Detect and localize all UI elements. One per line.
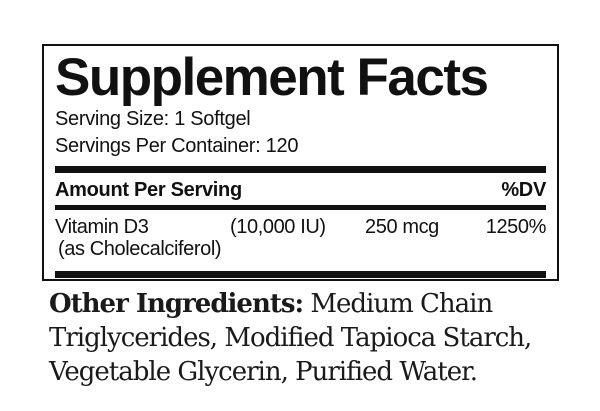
other-ingredients-line-1: Other Ingredients: Medium Chain bbox=[49, 287, 589, 321]
other-ingredients-line-3: Vegetable Glycerin, Purified Water. bbox=[49, 357, 478, 387]
nutrient-daily-value: 1250% bbox=[485, 216, 547, 238]
divider-thick-top bbox=[55, 166, 546, 173]
other-ingredients-line-2: Triglycerides, Modified Tapioca Starch, bbox=[49, 323, 532, 353]
divider-thick-bottom bbox=[55, 271, 546, 278]
dv-header: %DV bbox=[501, 179, 546, 201]
nutrient-amount: 250 mcg bbox=[365, 216, 439, 238]
serving-size: Serving Size: 1 Softgel bbox=[55, 108, 251, 130]
other-ingredients-label: Other Ingredients: bbox=[49, 289, 304, 319]
servings-per-container: Servings Per Container: 120 bbox=[55, 135, 299, 157]
amount-per-serving-header: Amount Per Serving bbox=[55, 179, 242, 201]
nutrient-name-detail: (as Cholecalciferol) bbox=[58, 238, 222, 260]
other-ingredients-section: Other Ingredients: Medium Chain Triglyce… bbox=[49, 287, 589, 389]
table-header-row: Amount Per Serving %DV bbox=[55, 173, 546, 205]
divider-medium bbox=[55, 205, 546, 210]
other-ingredients-text-1: Medium Chain bbox=[303, 289, 493, 319]
supplement-facts-title: Supplement Facts bbox=[55, 48, 489, 107]
nutrient-strength: (10,000 IU) bbox=[230, 216, 326, 238]
supplement-facts-panel: Supplement Facts Serving Size: 1 Softgel… bbox=[42, 44, 559, 281]
table-row: Vitamin D3 (10,000 IU) 250 mcg 1250% (as… bbox=[55, 216, 546, 260]
serving-info: Serving Size: 1 Softgel Servings Per Con… bbox=[55, 106, 546, 160]
nutrient-name: Vitamin D3 bbox=[55, 216, 149, 238]
